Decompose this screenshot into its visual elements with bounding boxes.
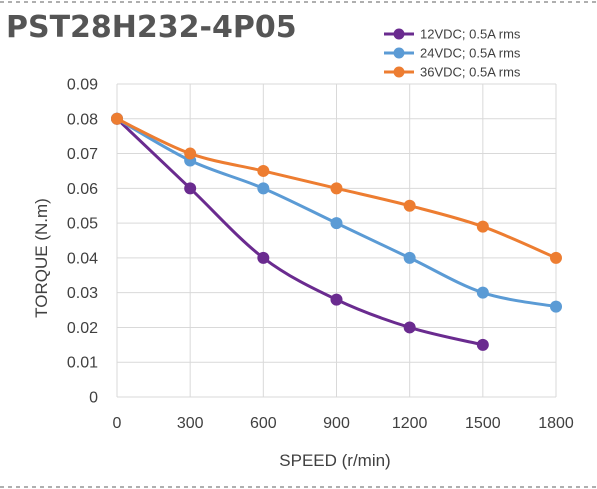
data-point — [257, 182, 270, 195]
series-3 — [111, 112, 562, 264]
y-tick-label: 0.09 — [67, 77, 98, 94]
x-axis-label: SPEED (r/min) — [279, 451, 390, 470]
x-tick-label: 300 — [177, 415, 204, 432]
legend-item: 12VDC; 0.5A rms — [384, 27, 521, 42]
legend-label: 24VDC; 0.5A rms — [420, 46, 521, 61]
series-layer — [111, 112, 562, 351]
data-point — [257, 164, 270, 177]
x-tick-label: 0 — [113, 415, 122, 432]
x-tick-label: 900 — [323, 415, 350, 432]
y-tick-label: 0.01 — [67, 355, 98, 372]
data-point — [184, 147, 197, 160]
y-tick-label: 0.05 — [67, 216, 98, 233]
legend-item: 36VDC; 0.5A rms — [384, 65, 521, 80]
data-point — [403, 251, 416, 264]
y-tick-label: 0.06 — [67, 181, 98, 198]
data-point — [330, 293, 343, 306]
x-tick-label: 1500 — [465, 415, 501, 432]
x-axis-ticks: 0 300 600 900 1200 1500 1800 — [113, 415, 574, 432]
x-tick-label: 1200 — [392, 415, 428, 432]
x-tick-label: 600 — [250, 415, 277, 432]
legend-label: 12VDC; 0.5A rms — [420, 27, 521, 42]
data-point — [184, 182, 197, 195]
y-tick-label: 0.07 — [67, 146, 98, 163]
legend-marker — [393, 28, 405, 40]
data-point — [550, 251, 562, 264]
data-point — [403, 199, 416, 212]
data-point — [476, 220, 489, 233]
grid-lines — [116, 83, 557, 398]
y-axis-label: TORQUE (N.m) — [32, 198, 51, 318]
data-point — [330, 182, 343, 195]
data-point — [330, 217, 343, 230]
y-tick-label: 0 — [89, 390, 98, 407]
y-tick-label: 0.08 — [67, 111, 98, 128]
data-point — [476, 286, 489, 299]
legend-item: 24VDC; 0.5A rms — [384, 46, 521, 61]
x-tick-label: 1800 — [538, 415, 574, 432]
y-tick-label: 0.03 — [67, 285, 98, 302]
data-point — [550, 300, 562, 313]
y-axis-ticks: 0 0.01 0.02 0.03 0.04 0.05 0.06 0.07 0.08 0.09 — [67, 77, 98, 407]
y-tick-label: 0.02 — [67, 320, 98, 337]
data-point — [257, 251, 270, 264]
legend-marker — [393, 47, 405, 59]
legend: 12VDC; 0.5A rms 24VDC; 0.5A rms 36VDC; 0.5… — [384, 27, 521, 80]
chart-title: PST28H232-4P05 — [6, 10, 297, 45]
data-point — [111, 112, 123, 125]
data-point — [403, 321, 416, 334]
data-point — [476, 338, 489, 351]
y-tick-label: 0.04 — [67, 250, 98, 267]
series-line — [115, 117, 485, 347]
legend-label: 36VDC; 0.5A rms — [420, 65, 521, 80]
legend-marker — [393, 66, 405, 78]
